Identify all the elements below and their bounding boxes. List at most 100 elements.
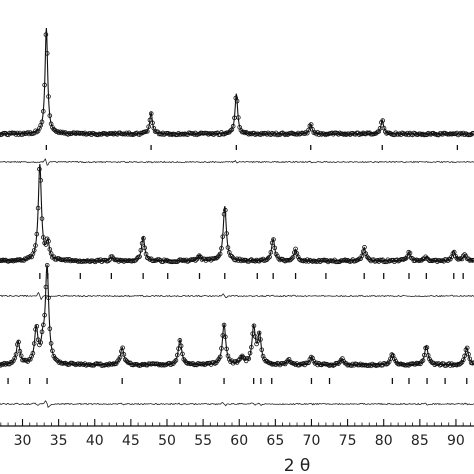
observed-point [120,345,125,351]
observed-point [223,207,228,213]
observed-point [41,322,46,328]
observed-point [230,123,236,129]
observed-point [247,350,253,356]
calculated-profile-3 [0,264,474,366]
observed-point [342,257,348,263]
observed-point [43,242,49,247]
observed-point [178,343,184,349]
x-tick-label: 30 [14,433,32,449]
observed-point [364,254,370,260]
observed-point [451,249,457,255]
observed-point [432,362,438,368]
observed-point [407,250,413,256]
x-tick-label: 55 [194,433,212,449]
observed-point [225,245,231,250]
observed-point [420,358,426,363]
observed-point [267,254,272,260]
observed-point [290,254,296,260]
observed-point [358,361,363,367]
observed-point [122,357,128,362]
pattern-3 [0,262,474,409]
observed-point [418,361,423,367]
observed-point [233,257,239,263]
bragg-markers-1 [45,145,459,150]
observed-point [259,347,265,353]
observed-point [181,357,187,362]
observed-point [174,352,180,358]
observed-point [297,362,302,368]
bragg-markers-3 [7,378,468,384]
observed-point [249,345,254,350]
observed-point [34,231,40,237]
observed-point [250,331,255,336]
difference-curve-2 [0,291,474,301]
observed-point [340,356,345,361]
observed-point [285,132,291,137]
observed-point [122,131,128,137]
observed-point [150,120,155,126]
observed-point [256,258,262,264]
observed-point [380,118,385,123]
observed-point [30,350,36,356]
observed-point [117,355,123,360]
observed-point [141,236,146,241]
observed-point [221,322,227,328]
observed-point [405,254,410,259]
observed-point [362,244,367,250]
observed-point [47,247,53,252]
x-tick-label: 65 [266,433,284,449]
observed-point [35,128,41,134]
observed-point [272,245,278,251]
observed-point [0,363,3,368]
pattern-1 [0,27,474,166]
observed-point [246,356,252,361]
observed-point [47,326,53,332]
observed-point [51,254,57,259]
observed-point [249,257,254,262]
observed-point [41,109,46,114]
observed-point [423,254,428,260]
x-tick-label: 70 [303,433,321,449]
observed-point [0,362,6,367]
observed-point [317,259,323,264]
x-tick-label: 45 [122,433,140,449]
observed-point [338,357,344,363]
observed-point [42,312,47,318]
observed-point [176,346,181,351]
x-tick-label: 40 [86,433,104,449]
observed-point [31,341,37,346]
observed-point [217,251,223,257]
observed-point [308,122,314,127]
observed-point [289,256,294,261]
calculated-profile-2 [0,164,474,262]
observed-point [64,257,70,262]
observed-point [467,356,473,362]
observed-point [38,340,44,345]
observed-point [462,353,467,359]
observed-point [224,346,229,352]
observed-point [0,259,2,264]
x-tick-label: 90 [447,433,465,449]
observed-point [15,342,20,347]
observed-point [220,333,226,338]
observed-point [148,111,154,116]
pattern-2 [0,164,474,301]
observed-point [459,359,465,365]
observed-point [252,334,258,339]
observed-point [223,334,228,340]
x-tick-label: 50 [158,433,176,449]
observed-point [35,205,41,211]
observed-point [106,258,111,264]
observed-point [17,348,23,354]
observed-points-1 [0,32,474,138]
observed-point [60,129,66,135]
observed-point [35,337,41,343]
observed-point [433,361,439,366]
observed-point [52,356,58,361]
observed-point [219,346,224,351]
x-axis: 30 35 40 45 50 55 60 65 70 75 80 85 90 [0,419,474,449]
observed-point [16,339,21,345]
observed-point [268,250,274,255]
observed-point [137,254,142,259]
observed-point [33,128,38,134]
